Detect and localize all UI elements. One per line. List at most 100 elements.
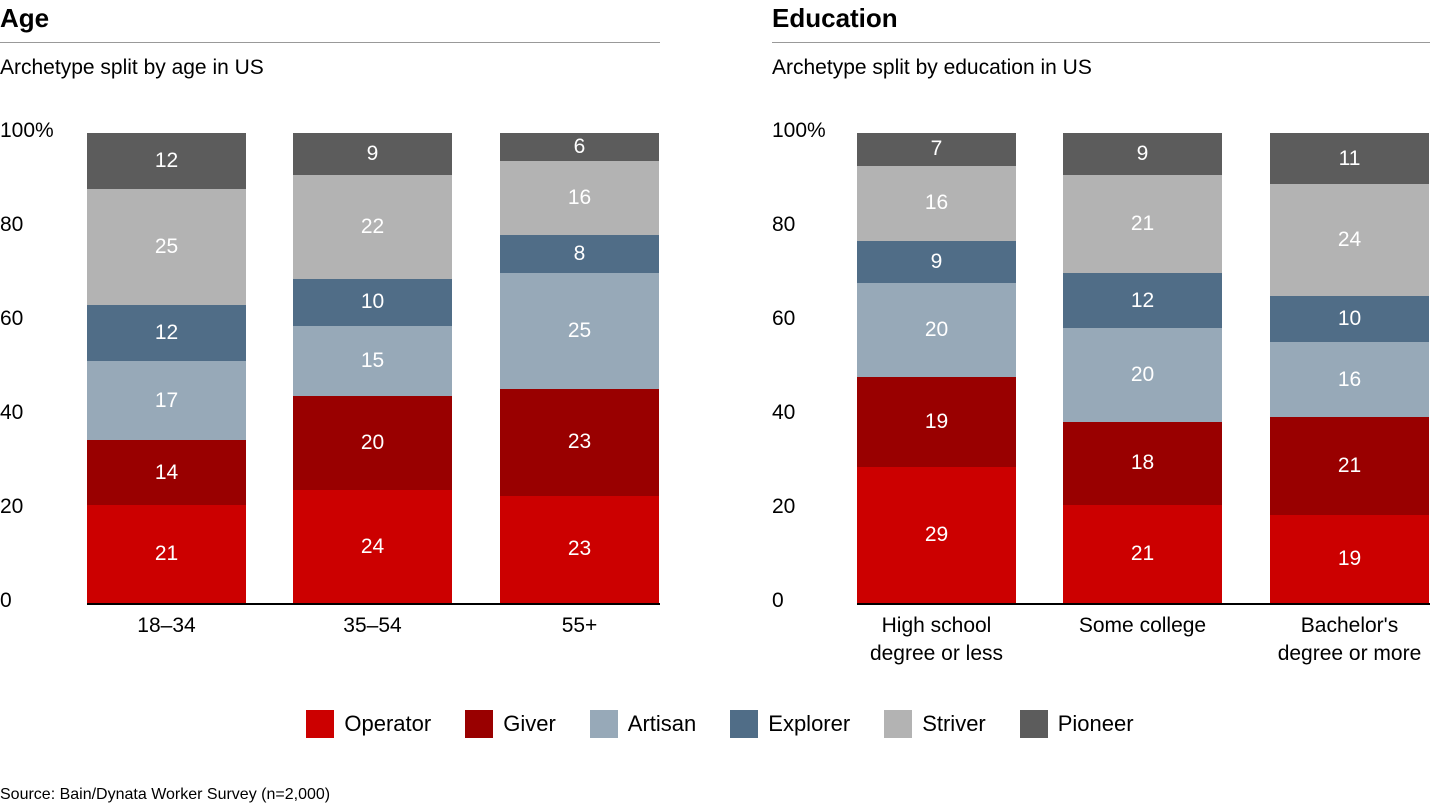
category-label: Some college (1078, 614, 1207, 637)
data-label: 21 (154, 542, 179, 566)
category-label: High school degree or less (869, 614, 1004, 665)
bar-segment-pioneer: 7 (857, 133, 1016, 166)
chart-subtitle: Archetype split by age in US (0, 56, 264, 79)
bar-segment-artisan: 15 (293, 325, 452, 397)
bar-segment-giver: 23 (500, 388, 659, 496)
legend-label: Pioneer (1057, 711, 1134, 736)
legend: Operator Giver Artisan Explorer Striver Pione… (0, 710, 1440, 738)
bar-segment-artisan: 20 (857, 283, 1016, 378)
data-label: 17 (154, 388, 179, 412)
legend-item: Operator (306, 710, 431, 738)
bar-segment-explorer: 10 (293, 278, 452, 326)
y-tick-label: 100% (772, 119, 826, 142)
data-label: 20 (360, 431, 385, 455)
y-tick-label: 0 (0, 589, 12, 612)
y-tick-label: 60 (0, 307, 24, 330)
legend-label: Giver (503, 711, 556, 736)
bar-segment-pioneer: 9 (1063, 133, 1222, 175)
bar-segment-giver: 21 (1270, 416, 1429, 515)
education-chart: Education Archetype split by education i… (772, 0, 1432, 700)
bar-segment-operator: 21 (87, 505, 246, 603)
bar-segment-operator: 21 (1063, 505, 1222, 603)
data-label: 29 (924, 522, 949, 546)
legend-item: Striver (884, 710, 986, 738)
bar-segment-striver: 16 (857, 165, 1016, 242)
chart-title: Education (772, 3, 898, 33)
data-label: 10 (360, 290, 385, 314)
legend-item: Explorer (730, 710, 850, 738)
y-tick-label: 60 (772, 307, 796, 330)
data-label: 9 (1136, 141, 1149, 165)
bar-segment-striver: 16 (500, 160, 659, 236)
category-label: Bachelor's degree or more (1277, 614, 1422, 665)
bar-segment-explorer: 9 (857, 241, 1016, 284)
legend-label: Operator (344, 711, 432, 736)
data-label: 19 (1337, 546, 1362, 570)
bar-segment-operator: 23 (500, 495, 659, 603)
category-label: 55+ (561, 614, 598, 637)
chart-subtitle: Archetype split by education in US (772, 56, 1092, 79)
bar-segment-explorer: 10 (1270, 295, 1429, 343)
data-label: 24 (360, 534, 385, 558)
y-tick-label: 20 (772, 495, 796, 518)
data-label: 15 (360, 348, 385, 372)
legend-swatch (1019, 710, 1048, 738)
legend-swatch (730, 710, 759, 738)
bar-segment-striver: 21 (1063, 174, 1222, 273)
legend-label: Striver (922, 711, 986, 736)
data-label: 21 (1337, 453, 1362, 477)
bar-segment-operator: 24 (293, 490, 452, 603)
data-label: 10 (1337, 307, 1362, 331)
data-label: 6 (573, 134, 586, 158)
data-label: 16 (1337, 367, 1362, 391)
bar-segment-giver: 14 (87, 440, 246, 506)
bar-segment-artisan: 17 (87, 361, 246, 441)
data-label: 12 (154, 321, 179, 345)
bar-segment-pioneer: 9 (293, 133, 452, 176)
bar-segment-operator: 29 (857, 466, 1016, 603)
data-label: 20 (1130, 362, 1155, 386)
legend-label: Artisan (627, 711, 697, 736)
age-chart: Age Archetype split by age in US 0 20 40 60… (0, 0, 660, 700)
bar-segment-operator: 19 (1270, 514, 1429, 603)
bar-segment-explorer: 12 (87, 305, 246, 361)
category-label: 35–54 (343, 614, 402, 637)
bar-segment-explorer: 8 (500, 235, 659, 273)
y-tick-label: 40 (0, 401, 24, 424)
bar-segment-pioneer: 11 (1270, 133, 1429, 185)
bar-segment-striver: 24 (1270, 184, 1429, 296)
bar-segment-giver: 20 (293, 396, 452, 491)
y-tick-label: 40 (772, 401, 796, 424)
bar-segment-artisan: 20 (1063, 328, 1222, 422)
legend-swatch (884, 710, 913, 738)
bar-segment-striver: 25 (87, 188, 246, 306)
data-label: 23 (567, 537, 592, 561)
bar-segment-striver: 22 (293, 175, 452, 279)
data-label: 23 (567, 430, 592, 454)
data-label: 20 (924, 318, 949, 342)
data-label: 19 (924, 410, 949, 434)
legend-label: Explorer (768, 711, 851, 736)
data-label: 25 (567, 318, 592, 342)
data-label: 21 (1130, 211, 1155, 235)
y-tick-label: 80 (0, 213, 24, 236)
title-divider (772, 42, 1430, 43)
legend-item: Giver (465, 710, 556, 738)
data-label: 7 (930, 137, 943, 161)
data-label: 16 (924, 191, 949, 215)
data-label: 12 (1130, 288, 1155, 312)
bar-segment-pioneer: 12 (87, 133, 246, 189)
bar-segment-giver: 18 (1063, 421, 1222, 506)
data-label: 16 (567, 186, 592, 210)
data-label: 8 (573, 241, 586, 265)
data-label: 12 (154, 148, 179, 172)
data-label: 24 (1337, 228, 1362, 252)
source-note: Source: Bain/Dynata Worker Survey (n=2,0… (0, 786, 331, 803)
bar-segment-giver: 19 (857, 377, 1016, 467)
legend-item: Pioneer (1019, 710, 1134, 738)
category-label: 18–34 (137, 614, 196, 637)
data-label: 21 (1130, 542, 1155, 566)
chart-title: Age (0, 3, 50, 33)
data-label: 25 (154, 234, 179, 258)
bar-segment-artisan: 25 (500, 272, 659, 389)
